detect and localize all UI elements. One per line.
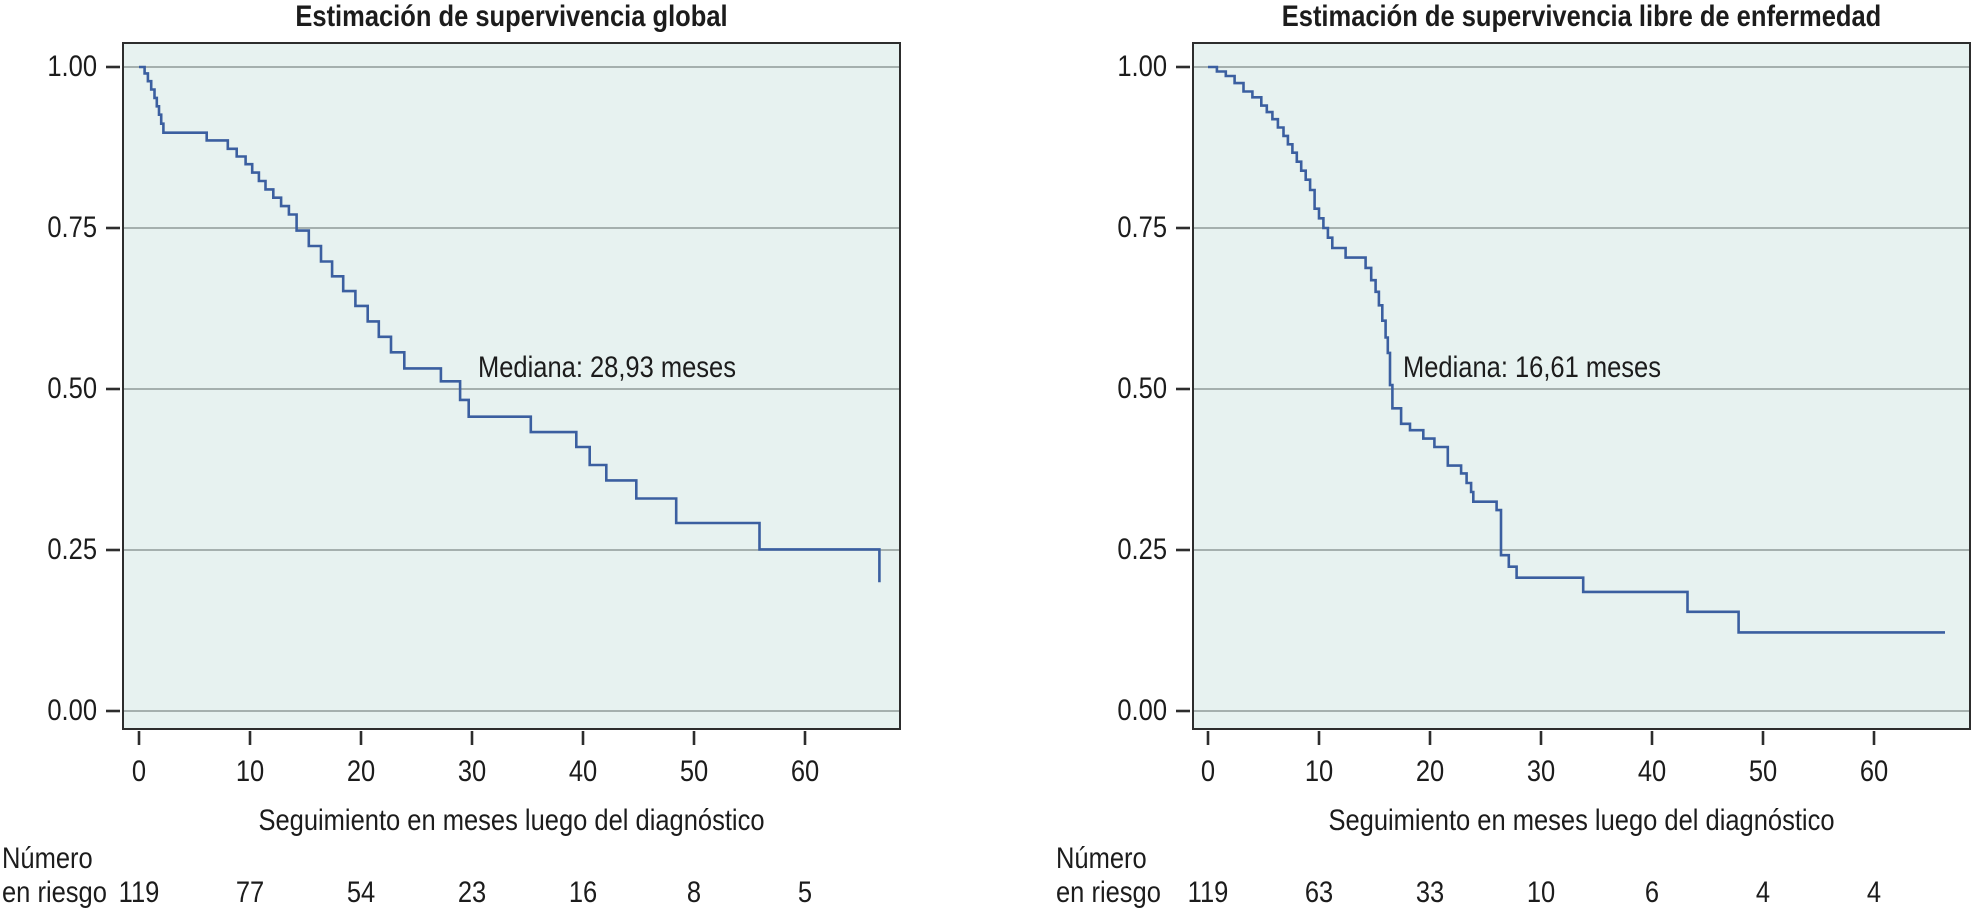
risk-value: 5 bbox=[797, 876, 813, 909]
y-tick-label: 0.00 bbox=[1117, 694, 1167, 727]
risk-value: 119 bbox=[1187, 876, 1229, 909]
x-tick-label: 30 bbox=[457, 755, 487, 788]
y-tick-label: 0.00 bbox=[47, 694, 97, 727]
km-curve-disease-free-survival bbox=[1208, 65, 1945, 634]
y-tick-label: 0.25 bbox=[47, 533, 97, 566]
x-tick-label: 10 bbox=[1304, 755, 1334, 788]
chart-title-disease-free-survival: Estimación de supervivencia libre de enf… bbox=[1281, 0, 1882, 33]
x-tick-label: 0 bbox=[1200, 755, 1216, 788]
x-tick-label: 20 bbox=[346, 755, 376, 788]
y-tick-label: 0.50 bbox=[47, 372, 97, 405]
y-tick-label: 0.50 bbox=[1117, 372, 1167, 405]
x-tick-label: 30 bbox=[1526, 755, 1556, 788]
risk-value: 33 bbox=[1415, 876, 1445, 909]
median-annotation-overall: Mediana: 28,93 meses bbox=[478, 351, 736, 384]
y-tick-label: 1.00 bbox=[47, 50, 97, 83]
plot-area-disease-free-survival bbox=[1192, 42, 1971, 730]
y-tick-label: 0.25 bbox=[1117, 533, 1167, 566]
risk-table-label-line1-disease-free: Número bbox=[1056, 842, 1147, 875]
chart-title-overall-survival: Estimación de supervivencia global bbox=[295, 0, 728, 33]
x-tick-label: 50 bbox=[679, 755, 709, 788]
risk-table-label-line1-overall: Número bbox=[2, 842, 93, 875]
x-tick-label: 0 bbox=[131, 755, 147, 788]
x-tick-label: 50 bbox=[1748, 755, 1778, 788]
risk-value: 4 bbox=[1866, 876, 1882, 909]
km-curve-overall-survival bbox=[139, 65, 881, 583]
y-tick-label: 0.75 bbox=[1117, 211, 1167, 244]
risk-value: 63 bbox=[1304, 876, 1334, 909]
x-axis-label-disease-free: Seguimiento en meses luego del diagnósti… bbox=[1328, 804, 1835, 837]
x-tick-label: 20 bbox=[1415, 755, 1445, 788]
risk-table-label-line2-disease-free: en riesgo bbox=[1056, 876, 1161, 909]
median-annotation-disease-free: Mediana: 16,61 meses bbox=[1403, 351, 1661, 384]
risk-value: 77 bbox=[235, 876, 265, 909]
plot-area-overall-survival bbox=[122, 42, 901, 730]
risk-table-label-line2-overall: en riesgo bbox=[2, 876, 107, 909]
risk-value: 54 bbox=[346, 876, 376, 909]
x-tick-label: 10 bbox=[235, 755, 265, 788]
risk-value: 4 bbox=[1755, 876, 1771, 909]
x-axis-label-overall: Seguimiento en meses luego del diagnósti… bbox=[258, 804, 765, 837]
x-tick-label: 60 bbox=[1859, 755, 1889, 788]
x-tick-label: 60 bbox=[790, 755, 820, 788]
risk-value: 23 bbox=[457, 876, 487, 909]
x-tick-label: 40 bbox=[1637, 755, 1667, 788]
risk-value: 16 bbox=[568, 876, 598, 909]
x-tick-label: 40 bbox=[568, 755, 598, 788]
risk-value: 8 bbox=[686, 876, 702, 909]
risk-value: 119 bbox=[118, 876, 160, 909]
risk-value: 10 bbox=[1526, 876, 1556, 909]
risk-value: 6 bbox=[1644, 876, 1660, 909]
y-tick-label: 0.75 bbox=[47, 211, 97, 244]
y-tick-label: 1.00 bbox=[1117, 50, 1167, 83]
